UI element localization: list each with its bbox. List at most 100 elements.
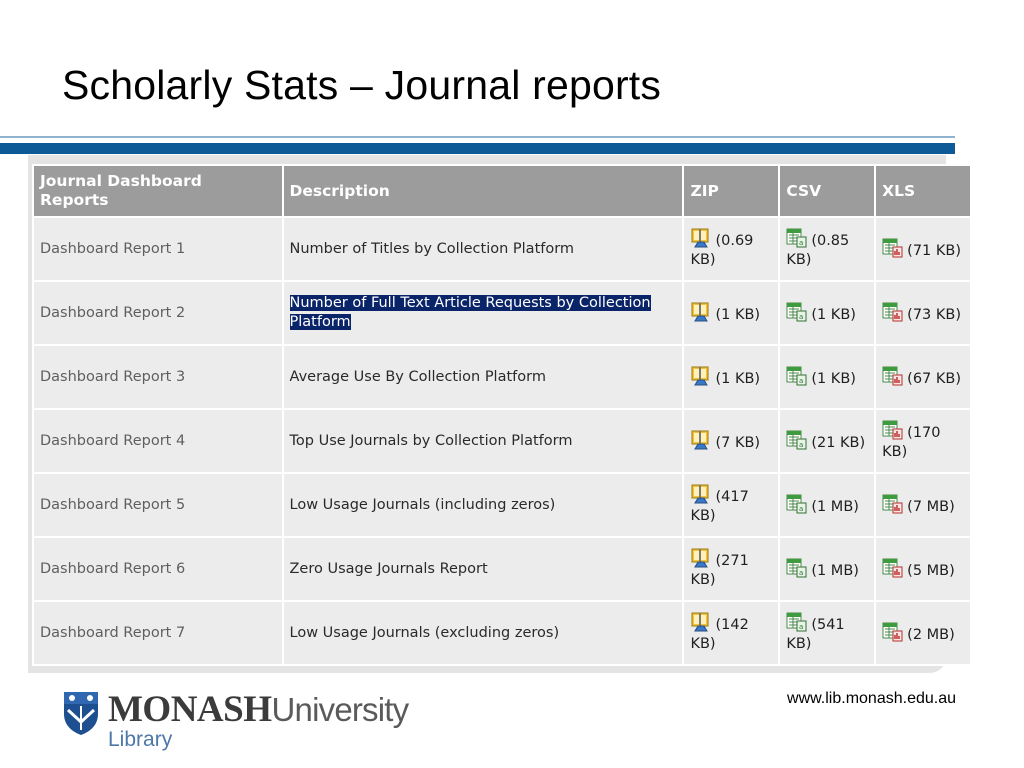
xls-spreadsheet-icon[interactable] bbox=[882, 238, 904, 258]
xls-download-link[interactable]: (71 KB) bbox=[882, 238, 961, 259]
zip-download-link[interactable]: (271 KB) bbox=[690, 548, 749, 588]
csv-file-size[interactable]: (1 MB) bbox=[811, 498, 859, 515]
csv-spreadsheet-icon[interactable]: a bbox=[786, 612, 808, 632]
zip-download-cell: (271 KB) bbox=[682, 536, 781, 602]
header-csv: CSV bbox=[778, 164, 877, 218]
logo-wordmark: MONASHUniversity bbox=[108, 688, 410, 731]
report-name: Dashboard Report 1 bbox=[32, 216, 284, 282]
selected-text: Number of Full Text Article Requests by … bbox=[289, 295, 651, 330]
report-name: Dashboard Report 2 bbox=[32, 280, 284, 346]
csv-file-size[interactable]: (21 KB) bbox=[811, 434, 866, 451]
xls-file-size[interactable]: (71 KB) bbox=[907, 242, 961, 259]
zip-download-link[interactable]: (0.69 KB) bbox=[690, 228, 754, 268]
report-description-selected: Number of Full Text Article Requests by … bbox=[281, 280, 685, 346]
zip-archive-icon[interactable] bbox=[690, 228, 712, 248]
zip-archive-icon[interactable] bbox=[690, 612, 712, 632]
csv-spreadsheet-icon[interactable]: a bbox=[786, 430, 808, 450]
xls-spreadsheet-icon[interactable] bbox=[882, 558, 904, 578]
xls-download-cell: (71 KB) bbox=[874, 216, 972, 282]
title-divider-thin bbox=[0, 136, 955, 138]
report-description: Average Use By Collection Platform bbox=[281, 344, 685, 410]
xls-spreadsheet-icon[interactable] bbox=[882, 366, 904, 386]
xls-download-link[interactable]: (7 MB) bbox=[882, 494, 955, 515]
csv-download-link[interactable]: a (0.85 KB) bbox=[786, 228, 850, 268]
zip-download-cell: (1 KB) bbox=[682, 344, 781, 410]
svg-text:a: a bbox=[799, 569, 803, 577]
zip-archive-icon[interactable] bbox=[690, 366, 712, 386]
xls-download-link[interactable]: (170 KB) bbox=[882, 420, 941, 460]
zip-archive-icon[interactable] bbox=[690, 430, 712, 450]
title-divider-thick bbox=[0, 143, 955, 154]
xls-file-size[interactable]: (170 KB) bbox=[882, 425, 941, 460]
csv-spreadsheet-icon[interactable]: a bbox=[786, 302, 808, 322]
xls-download-cell: (67 KB) bbox=[874, 344, 972, 410]
svg-text:a: a bbox=[799, 441, 803, 449]
xls-download-cell: (7 MB) bbox=[874, 472, 972, 538]
csv-spreadsheet-icon[interactable]: a bbox=[786, 494, 808, 514]
zip-archive-icon[interactable] bbox=[690, 302, 712, 322]
csv-file-size[interactable]: (541 KB) bbox=[786, 617, 845, 652]
svg-text:a: a bbox=[799, 623, 803, 631]
csv-download-link[interactable]: a (541 KB) bbox=[786, 612, 845, 652]
csv-download-link[interactable]: a (1 KB) bbox=[786, 366, 856, 387]
csv-spreadsheet-icon[interactable]: a bbox=[786, 558, 808, 578]
xls-file-size[interactable]: (7 MB) bbox=[907, 498, 955, 515]
csv-download-cell: a (1 MB) bbox=[778, 472, 877, 538]
header-description: Description bbox=[281, 164, 685, 218]
zip-file-size[interactable]: (271 KB) bbox=[690, 553, 749, 588]
xls-spreadsheet-icon[interactable] bbox=[882, 302, 904, 322]
zip-file-size[interactable]: (417 KB) bbox=[690, 489, 749, 524]
zip-download-link[interactable]: (1 KB) bbox=[690, 302, 761, 323]
zip-download-link[interactable]: (1 KB) bbox=[690, 366, 761, 387]
zip-download-link[interactable]: (7 KB) bbox=[690, 430, 761, 451]
xls-download-link[interactable]: (5 MB) bbox=[882, 558, 955, 579]
table-row: Dashboard Report 3 Average Use By Collect… bbox=[32, 344, 972, 410]
csv-file-size[interactable]: (1 MB) bbox=[811, 562, 859, 579]
zip-download-cell: (1 KB) bbox=[682, 280, 781, 346]
csv-download-link[interactable]: a (1 MB) bbox=[786, 494, 859, 515]
zip-file-size[interactable]: (7 KB) bbox=[715, 434, 761, 451]
xls-file-size[interactable]: (73 KB) bbox=[907, 306, 961, 323]
zip-file-size[interactable]: (1 KB) bbox=[715, 370, 761, 387]
report-name: Dashboard Report 3 bbox=[32, 344, 284, 410]
zip-download-link[interactable]: (142 KB) bbox=[690, 612, 749, 652]
xls-download-cell: (73 KB) bbox=[874, 280, 972, 346]
zip-file-size[interactable]: (1 KB) bbox=[715, 306, 761, 323]
xls-download-link[interactable]: (73 KB) bbox=[882, 302, 961, 323]
table-header-row: Journal Dashboard Reports Description ZI… bbox=[32, 164, 972, 218]
xls-spreadsheet-icon[interactable] bbox=[882, 494, 904, 514]
csv-spreadsheet-icon[interactable]: a bbox=[786, 366, 808, 386]
table-row: Dashboard Report 2 Number of Full Text Ar… bbox=[32, 280, 972, 346]
xls-download-cell: (170 KB) bbox=[874, 408, 972, 474]
logo-university: University bbox=[271, 691, 410, 728]
zip-archive-icon[interactable] bbox=[690, 548, 712, 568]
csv-download-link[interactable]: a (1 MB) bbox=[786, 558, 859, 579]
table-row: Dashboard Report 6 Zero Usage Journals Re… bbox=[32, 536, 972, 602]
report-description: Number of Titles by Collection Platform bbox=[281, 216, 685, 282]
xls-file-size[interactable]: (2 MB) bbox=[907, 626, 955, 643]
xls-file-size[interactable]: (5 MB) bbox=[907, 562, 955, 579]
csv-download-link[interactable]: a (1 KB) bbox=[786, 302, 856, 323]
csv-file-size[interactable]: (0.85 KB) bbox=[786, 233, 850, 268]
csv-spreadsheet-icon[interactable]: a bbox=[786, 228, 808, 248]
zip-file-size[interactable]: (142 KB) bbox=[690, 617, 749, 652]
csv-file-size[interactable]: (1 KB) bbox=[811, 370, 856, 387]
xls-download-link[interactable]: (67 KB) bbox=[882, 366, 961, 387]
csv-download-link[interactable]: a (21 KB) bbox=[786, 430, 866, 451]
xls-spreadsheet-icon[interactable] bbox=[882, 622, 904, 642]
zip-download-link[interactable]: (417 KB) bbox=[690, 484, 749, 524]
xls-download-link[interactable]: (2 MB) bbox=[882, 622, 955, 643]
logo-monash: MONASH bbox=[108, 689, 272, 730]
zip-download-cell: (7 KB) bbox=[682, 408, 781, 474]
header-journal-dashboard-reports: Journal Dashboard Reports bbox=[32, 164, 284, 218]
header-zip: ZIP bbox=[682, 164, 781, 218]
zip-archive-icon[interactable] bbox=[690, 484, 712, 504]
journal-reports-table: Journal Dashboard Reports Description ZI… bbox=[32, 164, 972, 666]
svg-text:a: a bbox=[799, 505, 803, 513]
report-description: Zero Usage Journals Report bbox=[281, 536, 685, 602]
zip-download-cell: (417 KB) bbox=[682, 472, 781, 538]
xls-file-size[interactable]: (67 KB) bbox=[907, 370, 961, 387]
csv-file-size[interactable]: (1 KB) bbox=[811, 306, 856, 323]
zip-file-size[interactable]: (0.69 KB) bbox=[690, 233, 754, 268]
xls-spreadsheet-icon[interactable] bbox=[882, 420, 904, 440]
